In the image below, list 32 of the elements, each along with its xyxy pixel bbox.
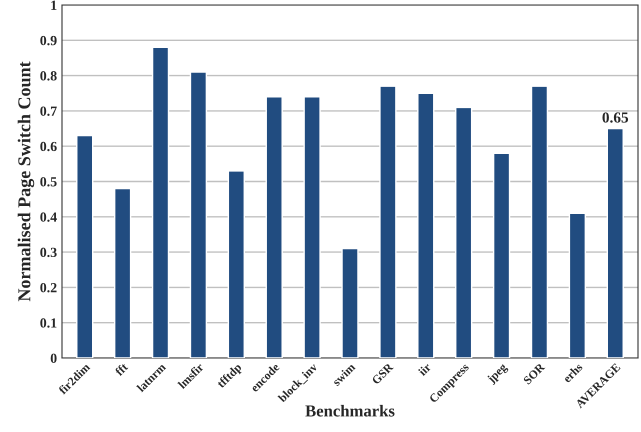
- bar: [303, 96, 321, 358]
- data-label: 0.65: [602, 112, 628, 123]
- bar: [228, 170, 245, 358]
- bar: [455, 106, 472, 358]
- y-tick-label: 1: [51, 0, 56, 10]
- x-tick-label: fft: [114, 362, 128, 376]
- bar: [114, 188, 132, 358]
- bar: [190, 71, 208, 358]
- y-tick-label: 0.4: [40, 212, 57, 222]
- bar: [492, 152, 510, 358]
- y-tick-label: 0.2: [40, 282, 57, 292]
- bar: [379, 85, 397, 358]
- y-tick-label: 0.5: [40, 177, 57, 187]
- y-tick-label: 0.8: [40, 71, 57, 81]
- y-tick-label: 0.6: [40, 142, 57, 152]
- y-axis-title: Normalised Page Switch Count: [18, 61, 34, 302]
- y-tick-label: 0.1: [40, 318, 56, 328]
- bar: [606, 128, 624, 358]
- bar: [417, 92, 434, 358]
- bar: [341, 248, 359, 358]
- bar: [530, 85, 548, 358]
- x-tick-label: GSR: [371, 362, 394, 385]
- y-tick-label: 0.7: [40, 106, 57, 116]
- y-tick-label: 0.9: [40, 36, 57, 46]
- x-axis-title: Benchmarks: [305, 404, 394, 417]
- y-tick-label: 0: [50, 354, 57, 363]
- bar: [568, 212, 586, 358]
- bar: [152, 46, 170, 358]
- bar: [266, 96, 283, 358]
- y-tick-label: 0.3: [40, 248, 57, 258]
- x-tick-label: iir: [418, 362, 432, 376]
- bar: [76, 134, 94, 358]
